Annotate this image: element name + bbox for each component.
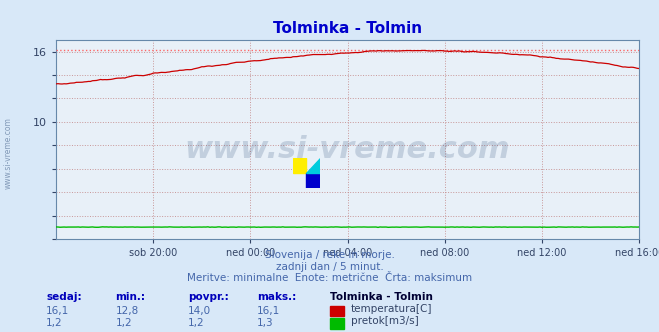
Text: 12,8: 12,8 [115, 306, 138, 316]
Text: 16,1: 16,1 [46, 306, 69, 316]
Text: Slovenija / reke in morje.: Slovenija / reke in morje. [264, 250, 395, 260]
Text: 14,0: 14,0 [188, 306, 211, 316]
Text: www.si-vreme.com: www.si-vreme.com [3, 117, 13, 189]
Text: zadnji dan / 5 minut.: zadnji dan / 5 minut. [275, 262, 384, 272]
Text: pretok[m3/s]: pretok[m3/s] [351, 316, 418, 326]
Text: www.si-vreme.com: www.si-vreme.com [185, 135, 511, 164]
Bar [293, 158, 306, 173]
Text: min.:: min.: [115, 292, 146, 302]
Text: 1,2: 1,2 [188, 318, 204, 328]
Text: 1,2: 1,2 [115, 318, 132, 328]
Text: sedaj:: sedaj: [46, 292, 82, 302]
Bar [306, 173, 320, 188]
Text: maks.:: maks.: [257, 292, 297, 302]
Title: Tolminka - Tolmin: Tolminka - Tolmin [273, 21, 422, 36]
Text: povpr.:: povpr.: [188, 292, 229, 302]
Text: 1,2: 1,2 [46, 318, 63, 328]
Text: 1,3: 1,3 [257, 318, 273, 328]
Polygon shape [306, 158, 320, 173]
Text: temperatura[C]: temperatura[C] [351, 304, 432, 314]
Text: Tolminka - Tolmin: Tolminka - Tolmin [330, 292, 432, 302]
Text: Meritve: minimalne  Enote: metrične  Črta: maksimum: Meritve: minimalne Enote: metrične Črta:… [187, 273, 472, 283]
Text: 16,1: 16,1 [257, 306, 280, 316]
